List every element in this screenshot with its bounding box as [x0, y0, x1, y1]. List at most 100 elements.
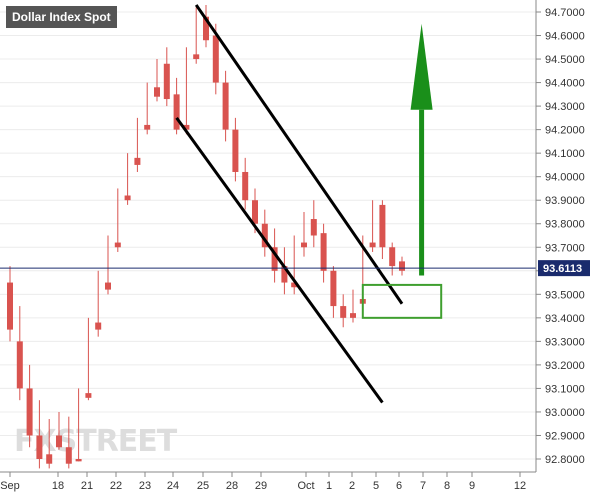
y-tick-label: 94.6000 [545, 31, 585, 43]
x-tick-label: 24 [167, 480, 179, 492]
candle [193, 7, 200, 64]
y-tick-label: 93.9000 [545, 195, 585, 207]
candle [340, 294, 347, 328]
candle-body [212, 35, 219, 83]
candle-body [399, 261, 405, 271]
arrow-head [410, 23, 433, 110]
x-tick-label: 1 [326, 480, 332, 492]
x-tick-label: 22 [110, 480, 122, 492]
candle-body [75, 459, 82, 462]
annotations [175, 4, 443, 404]
candle [310, 200, 317, 248]
title-background [6, 6, 117, 28]
x-tick-label: Oct [297, 480, 314, 492]
candle-body [242, 171, 249, 201]
candle-body [154, 87, 160, 97]
candle [232, 117, 239, 182]
candle [301, 211, 307, 257]
y-tick-label: 93.5000 [545, 289, 585, 301]
candle-body [114, 242, 121, 248]
y-tick-label: 93.3000 [545, 336, 585, 348]
x-tick-label: 5 [373, 480, 379, 492]
y-tick-label: 94.3000 [545, 101, 585, 113]
candle [124, 153, 131, 205]
candle [183, 47, 190, 135]
candle [379, 200, 386, 260]
candle [242, 157, 249, 210]
x-tick-label: 29 [255, 480, 267, 492]
candle-body [222, 82, 229, 130]
candle-body [193, 54, 200, 60]
candle [65, 416, 72, 469]
x-tick-label: 8 [444, 480, 450, 492]
y-tick-label: 92.9000 [545, 430, 585, 442]
candle [95, 270, 102, 337]
candle [144, 82, 151, 135]
y-tick-label: 94.0000 [545, 172, 585, 184]
x-axis: Sep 18 21 22 23 24 25 28 29 Oct 1 2 5 6 7 8 9 12 [0, 472, 526, 492]
y-tick-label: 93.2000 [545, 360, 585, 372]
candle [320, 223, 327, 283]
x-tick-label: 6 [396, 480, 402, 492]
x-tick-label: 21 [81, 480, 93, 492]
price-tag-background [538, 260, 590, 277]
candle-body [46, 454, 53, 464]
x-tick-label: 28 [226, 480, 238, 492]
candle [46, 419, 53, 469]
candle [154, 59, 160, 102]
candle [134, 117, 141, 172]
candle-body [95, 322, 102, 330]
candle [56, 411, 62, 450]
x-tick-label: 25 [197, 480, 209, 492]
x-tick-label: 2 [349, 480, 355, 492]
candle [291, 235, 298, 295]
candle [389, 242, 396, 276]
candle [369, 200, 376, 252]
candle-body [124, 195, 131, 201]
title-box: Dollar Index Spot [6, 6, 117, 28]
channel-trendline [194, 4, 404, 305]
x-tick-label: 23 [139, 480, 151, 492]
candle [261, 209, 268, 257]
candle [399, 256, 405, 276]
candle-body [281, 266, 288, 283]
x-tick-label: 18 [52, 480, 64, 492]
candle [173, 77, 180, 135]
candle [36, 400, 43, 469]
channel-trendline [175, 116, 384, 404]
candle-body [85, 393, 92, 398]
candle-body [291, 282, 298, 288]
y-tick-label: 94.1000 [545, 148, 585, 160]
candle-body [301, 242, 307, 248]
candle [114, 188, 121, 252]
y-tick-label: 94.2000 [545, 125, 585, 137]
candle-body [183, 124, 190, 130]
candle-body [36, 435, 43, 459]
candle-body [65, 447, 72, 464]
candle-body [105, 282, 111, 290]
candle [75, 388, 82, 462]
candle-body [379, 204, 386, 248]
candle [163, 47, 170, 107]
candle-body [203, 16, 209, 41]
candle-body [369, 242, 376, 248]
candle [7, 266, 13, 342]
candle-body [271, 247, 278, 271]
candle-body [389, 247, 396, 267]
x-tick-label: 12 [514, 480, 526, 492]
candle-body [330, 270, 337, 307]
candle-body [56, 435, 62, 448]
y-tick-label: 94.5000 [545, 54, 585, 66]
candle [222, 70, 229, 142]
x-tick-label: 7 [420, 480, 426, 492]
candle-body [26, 388, 33, 436]
candle-body [163, 63, 170, 100]
candle-body [340, 306, 347, 318]
y-tick-label: 93.1000 [545, 383, 585, 395]
candle [85, 317, 92, 401]
candle [203, 4, 209, 48]
candle [330, 266, 337, 318]
candle-body [310, 219, 317, 236]
candle [26, 364, 33, 448]
